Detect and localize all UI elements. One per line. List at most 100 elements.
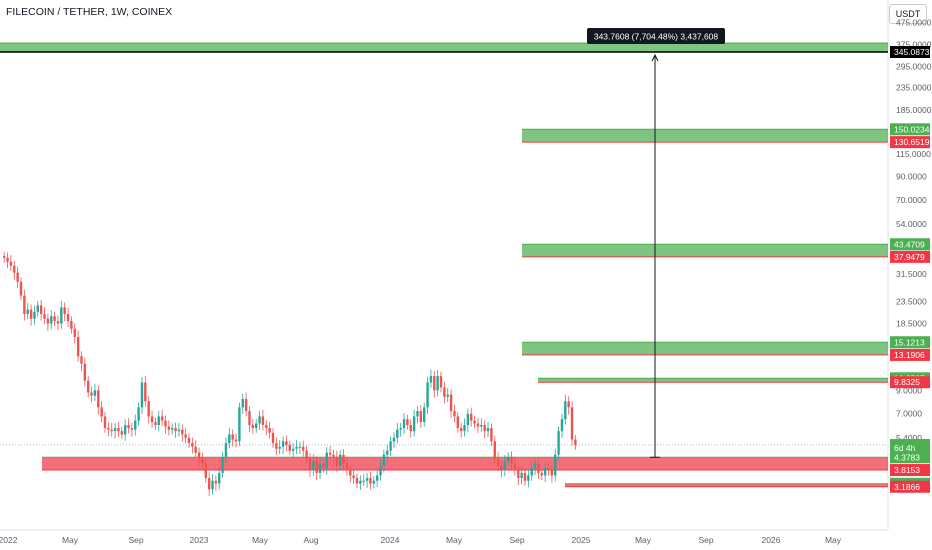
candle-body (298, 446, 302, 448)
candle (369, 471, 372, 490)
time-tick-label: 2022 (0, 535, 18, 545)
candle (9, 255, 13, 272)
candle (399, 422, 402, 437)
price-badge (890, 46, 930, 58)
candle-body (154, 422, 157, 425)
candle-body (204, 463, 207, 479)
candle-body (261, 416, 265, 425)
candle (33, 305, 36, 325)
candle-body (496, 458, 500, 466)
candle-body (56, 321, 60, 324)
price-badge (890, 441, 930, 454)
price-badge-label: 43.4709 (894, 239, 925, 249)
candle (201, 452, 204, 470)
candle (70, 316, 73, 334)
candle (443, 381, 446, 404)
candle-body (177, 429, 181, 432)
candle-body (83, 363, 87, 381)
candle (177, 422, 181, 437)
candle-body (473, 420, 476, 424)
candle-body (560, 419, 564, 432)
price-tick-label: 295.0000 (896, 62, 932, 72)
candle-body (113, 428, 117, 432)
candle-body (335, 456, 339, 466)
candle (29, 304, 33, 326)
candle-body (517, 470, 520, 479)
candle (543, 462, 547, 482)
candle-body (90, 392, 93, 396)
candle (238, 402, 241, 447)
candle-body (557, 431, 560, 455)
candle-body (93, 390, 97, 396)
candle-body (187, 437, 191, 444)
candle (416, 406, 419, 424)
candle (473, 416, 476, 429)
candle-body (160, 416, 164, 421)
candle (564, 394, 567, 425)
candle (16, 266, 19, 288)
candle (560, 413, 564, 438)
candle-body (342, 454, 345, 464)
candle-body (265, 424, 268, 429)
candle-body (507, 456, 510, 462)
candle (231, 429, 234, 447)
candle (281, 436, 285, 454)
candle (530, 461, 533, 481)
candle (194, 440, 197, 459)
price-badge-label: 15.1213 (894, 337, 925, 347)
price-badge-label: 3.1866 (894, 482, 920, 492)
supply-zone (522, 342, 888, 355)
candle (218, 466, 221, 490)
candle (56, 315, 60, 331)
time-tick-label: Sep (128, 535, 143, 545)
candle (328, 446, 332, 461)
candle-body (510, 456, 513, 464)
currency-button[interactable]: USDT (889, 4, 927, 24)
candle (265, 419, 268, 436)
price-tick-label: 115.0000 (896, 149, 931, 159)
supply-zone (522, 129, 888, 143)
price-badge (890, 136, 930, 149)
price-tick-label: 54.0000 (896, 219, 927, 229)
candle-body (483, 424, 486, 432)
candle (318, 457, 322, 479)
candle (113, 422, 117, 439)
candle-body (439, 376, 443, 388)
candle-body (214, 480, 218, 484)
candle (486, 421, 490, 438)
candle-body (197, 452, 201, 459)
candle (63, 302, 66, 322)
candle-body (308, 458, 312, 471)
price-badge-label: 3.8153 (894, 465, 920, 475)
measure-arrowhead (651, 53, 659, 62)
candle-body (372, 480, 375, 484)
candle-body (470, 413, 473, 421)
candle-body (449, 394, 453, 412)
candle (181, 424, 184, 442)
candle-body (436, 376, 439, 391)
candle (224, 437, 228, 464)
candle (160, 409, 164, 426)
candle (466, 408, 470, 433)
candle (540, 468, 543, 481)
time-tick-label: 2024 (381, 535, 400, 545)
candle (107, 422, 110, 437)
candle (365, 472, 369, 488)
candle (234, 433, 238, 448)
candle (315, 456, 318, 481)
candle (409, 419, 412, 438)
candle (241, 393, 244, 414)
price-badge (890, 376, 930, 389)
candle (386, 444, 389, 461)
candle (147, 396, 150, 424)
candle (261, 409, 265, 431)
candle-body (402, 419, 406, 429)
candle (144, 375, 147, 407)
candle (305, 446, 308, 464)
candle-body (221, 456, 224, 473)
candle-body (13, 265, 16, 273)
candle (423, 402, 426, 427)
candle-body (564, 401, 567, 420)
demand-zone (42, 457, 888, 471)
